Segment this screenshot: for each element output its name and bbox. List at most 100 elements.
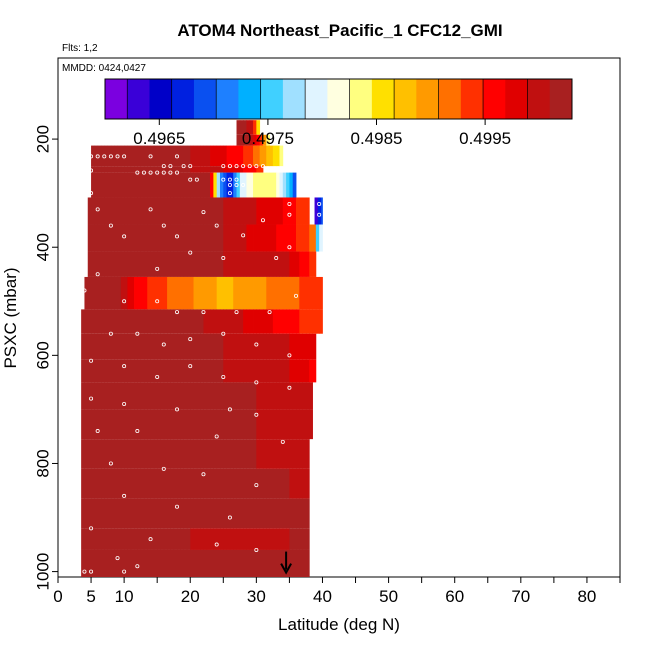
heatmap-cell — [321, 197, 323, 225]
heatmap-cell — [127, 359, 132, 383]
heatmap-cell — [309, 359, 313, 383]
heatmap-cell — [256, 382, 261, 410]
sample-point — [89, 358, 94, 363]
heatmap-cell — [213, 409, 218, 440]
heatmap-cell — [272, 528, 277, 550]
heatmap-cell — [173, 528, 178, 550]
heatmap-cell — [163, 382, 168, 410]
sample-point — [95, 272, 100, 277]
y-tick-label: 800 — [33, 449, 52, 477]
heatmap-cell — [299, 439, 304, 469]
heatmap-cell — [216, 224, 221, 252]
heatmap-cell — [292, 197, 297, 225]
heatmap-cell — [236, 224, 241, 252]
colorbar-swatch — [371, 79, 395, 119]
heatmap-cell — [276, 251, 280, 277]
heatmap-cell — [206, 309, 211, 334]
heatmap-cell — [114, 549, 118, 577]
heatmap-cell — [262, 549, 267, 577]
heatmap-cell — [130, 251, 135, 277]
heatmap-cell — [266, 145, 270, 167]
heatmap-cell — [279, 528, 284, 550]
sample-point — [148, 537, 153, 542]
heatmap-cell — [137, 359, 142, 383]
heatmap-cell — [243, 359, 247, 383]
heatmap-cell — [107, 224, 112, 252]
heatmap-cell — [130, 359, 135, 383]
heatmap-cell — [163, 468, 168, 499]
heatmap-cell — [309, 224, 313, 252]
heatmap-band — [87, 224, 317, 252]
heatmap-cell — [177, 468, 181, 499]
heatmap-cell — [91, 197, 95, 225]
heatmap-cell — [296, 309, 300, 334]
heatmap-cell — [289, 439, 294, 469]
annotation-dates: MMDD: 0424,0427 — [62, 63, 146, 74]
heatmap-cell — [299, 276, 304, 310]
heatmap-cell — [173, 224, 178, 252]
heatmap-cell — [196, 528, 201, 550]
heatmap-cell — [137, 309, 142, 334]
heatmap-cell — [107, 382, 112, 410]
heatmap-cell — [107, 333, 112, 360]
heatmap-cell — [150, 498, 155, 529]
heatmap-cell — [305, 382, 310, 410]
heatmap-cell — [243, 276, 247, 310]
heatmap-cell — [210, 528, 214, 550]
heatmap-cell — [196, 382, 201, 410]
heatmap-cell — [210, 382, 214, 410]
heatmap-cell — [200, 498, 204, 529]
heatmap-cell — [249, 359, 254, 383]
heatmap-cell — [114, 224, 118, 252]
heatmap-cell — [276, 549, 280, 577]
heatmap-cell — [134, 382, 138, 410]
heatmap-cell — [219, 309, 224, 334]
heatmap-cell — [210, 359, 214, 383]
colorbar-tick-label: 0.4975 — [242, 129, 294, 148]
heatmap-cell — [229, 359, 234, 383]
sample-point — [247, 164, 252, 169]
heatmap-cell — [120, 166, 125, 173]
heatmap-cell — [229, 251, 234, 277]
heatmap-cell — [219, 382, 224, 410]
heatmap-cell — [130, 382, 135, 410]
heatmap-cell — [104, 251, 108, 277]
heatmap-cell — [137, 197, 142, 225]
sample-point — [201, 472, 206, 477]
heatmap-cell — [243, 333, 247, 360]
heatmap-cell — [140, 528, 145, 550]
heatmap-cell — [269, 145, 274, 167]
heatmap-cell — [226, 549, 231, 577]
sample-point — [227, 515, 232, 520]
heatmap-cell — [253, 172, 257, 198]
heatmap-cell — [203, 382, 208, 410]
heatmap-cell — [91, 498, 95, 529]
heatmap-cell — [183, 333, 188, 360]
heatmap-cell — [246, 224, 251, 252]
heatmap-cell — [137, 251, 142, 277]
heatmap-cell — [299, 549, 304, 577]
heatmap-cell — [167, 382, 171, 410]
heatmap-cell — [140, 251, 145, 277]
heatmap-cell — [223, 468, 227, 499]
heatmap-cell — [107, 251, 112, 277]
heatmap-cell — [170, 224, 175, 252]
heatmap-band — [81, 468, 310, 499]
heatmap-cell — [177, 409, 181, 440]
heatmap-cell — [223, 166, 227, 173]
heatmap-cell — [170, 166, 175, 173]
heatmap-cell — [302, 251, 307, 277]
heatmap-cell — [180, 359, 185, 383]
heatmap-cell — [124, 197, 128, 225]
heatmap-cell — [140, 439, 145, 469]
heatmap-cell — [147, 166, 151, 173]
heatmap-cell — [210, 309, 214, 334]
heatmap-cell — [243, 224, 247, 252]
heatmap-cell — [216, 528, 221, 550]
heatmap-cell — [236, 409, 241, 440]
sample-point — [122, 401, 127, 406]
heatmap-cell — [292, 382, 297, 410]
heatmap-cell — [216, 359, 221, 383]
colorbar-swatch — [505, 79, 528, 119]
heatmap-cell — [309, 409, 313, 440]
